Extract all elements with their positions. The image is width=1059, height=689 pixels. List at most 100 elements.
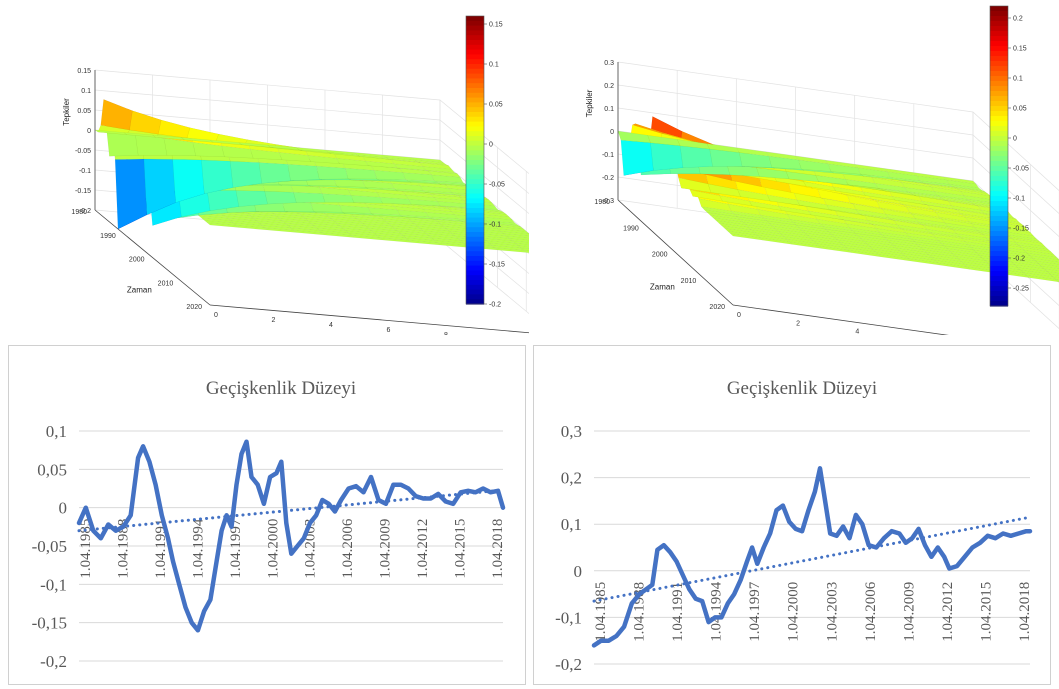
colorbar-segment — [466, 193, 484, 199]
surface-patch — [721, 225, 755, 233]
surface-patch — [1055, 279, 1059, 283]
colorbar-segment — [990, 171, 1008, 177]
surface-patch — [736, 147, 770, 157]
y-tick-label: -0,05 — [32, 537, 67, 556]
y-tick-label: 0,2 — [561, 469, 582, 488]
x-tick-label: 1.04.1997 — [228, 518, 244, 579]
surface-patch — [777, 231, 811, 239]
colorbar-segment — [990, 191, 1008, 197]
trend-line — [77, 488, 505, 533]
z-tick-label: 0.3 — [604, 60, 614, 67]
y-tick-label: -0,1 — [555, 608, 582, 627]
colorbar-segment — [990, 96, 1008, 102]
z-tick-label: -0.15 — [75, 188, 91, 195]
surface-patch — [152, 134, 185, 140]
surface-patch — [650, 142, 684, 171]
colorbar-segment — [466, 227, 484, 233]
surface-patch — [771, 225, 805, 233]
colorbar-segment — [466, 208, 484, 214]
colorbar-segment — [466, 49, 484, 55]
colorbar-segment — [466, 68, 484, 75]
surface-patch — [299, 149, 331, 154]
z-tick-label: 0.1 — [81, 88, 91, 95]
y-tick-label: 0,3 — [561, 422, 582, 441]
x-tick-label: 1.04.1985 — [78, 519, 94, 579]
x-tick-label: 1.04.2018 — [490, 519, 506, 579]
x-tick-label: 1.04.2015 — [978, 582, 994, 642]
surface-patch — [756, 167, 790, 180]
surface-patch — [258, 162, 291, 184]
surface-patch — [773, 175, 807, 187]
colorbar-tick-label: 0.1 — [1013, 76, 1023, 83]
y-tick-label: -0,1 — [40, 575, 67, 594]
surface-patch — [520, 247, 529, 251]
surface-patch — [264, 191, 297, 205]
colorbar-tick-label: -0.25 — [1013, 286, 1029, 293]
colorbar-segment — [466, 246, 484, 252]
y-tick-label: -0,2 — [40, 652, 67, 671]
surface-patch — [287, 164, 320, 181]
z-tick-label: 0.05 — [77, 108, 91, 115]
surface-axis-lines — [94, 70, 529, 334]
grid-line — [94, 69, 529, 174]
x-tick-label: 1.04.2000 — [786, 582, 802, 642]
colorbar-segment — [990, 86, 1008, 92]
colorbar-segment — [990, 286, 1008, 292]
surface-patch — [712, 217, 746, 225]
colorbar-segment — [466, 102, 484, 108]
colorbar-border — [989, 5, 1009, 307]
y-tick-label: -0,2 — [555, 655, 582, 674]
y-tick-label: 0,1 — [46, 422, 67, 441]
colorbar-segment — [990, 301, 1008, 307]
colorbar-segment — [990, 166, 1008, 172]
surface-patch — [209, 139, 243, 145]
x-tick-label: 1.04.1988 — [115, 519, 131, 579]
surface-patch — [522, 249, 529, 253]
z-tick-label: 0 — [610, 129, 614, 136]
surface-patch — [270, 147, 303, 151]
colorbar-segment — [466, 236, 484, 243]
colorbar-segment — [990, 231, 1008, 237]
colorbar-segment — [466, 44, 484, 51]
colorbar-segment — [990, 146, 1008, 152]
surface-patch — [676, 139, 710, 150]
surface-patch — [249, 215, 283, 221]
x-tick-label: 1.04.1994 — [709, 581, 725, 642]
colorbar-segment — [466, 116, 484, 123]
surface-patch — [730, 210, 764, 219]
surface-patch — [313, 211, 346, 214]
colorbar-segment — [466, 251, 484, 257]
colorbar-segment — [990, 296, 1008, 302]
colorbar-segment — [466, 145, 484, 151]
surface-patch — [737, 189, 771, 202]
x-tick-label: 1.04.2012 — [415, 519, 431, 579]
colorbar-tick-label: 0.05 — [489, 102, 503, 109]
surface-mesh — [94, 99, 529, 253]
colorbar-segment — [466, 169, 484, 175]
colorbar-segment — [990, 46, 1008, 52]
x-tick-label: 1.04.1997 — [747, 581, 763, 642]
surface-patch — [511, 240, 529, 245]
colorbar-segment — [990, 206, 1008, 212]
colorbar-segment — [466, 270, 484, 276]
surface-patch — [726, 230, 761, 238]
colorbar-tick-label: 0.05 — [1013, 106, 1027, 113]
surface-patch — [706, 143, 740, 153]
chart-title: Geçişkenlik Düzeyi — [727, 378, 877, 399]
colorbar-segment — [466, 284, 484, 291]
colorbar-tick-label: 0 — [489, 142, 493, 149]
surface-patch — [100, 99, 133, 131]
colorbar-segment — [990, 141, 1008, 147]
colorbar-segment — [990, 256, 1008, 262]
surface-patch — [679, 145, 713, 168]
colorbar-segment — [466, 275, 484, 281]
colorbar-segment — [466, 40, 484, 46]
y-tick-label: 0 — [59, 499, 68, 518]
colorbar-segment — [990, 291, 1008, 297]
surface-patch — [514, 242, 529, 247]
colorbar-segment — [990, 161, 1008, 167]
y-axis-label: Zaman — [127, 285, 152, 294]
x-tick-label: 2 — [796, 320, 800, 327]
colorbar-segment — [990, 271, 1008, 277]
y-tick-label: 2000 — [652, 252, 668, 259]
